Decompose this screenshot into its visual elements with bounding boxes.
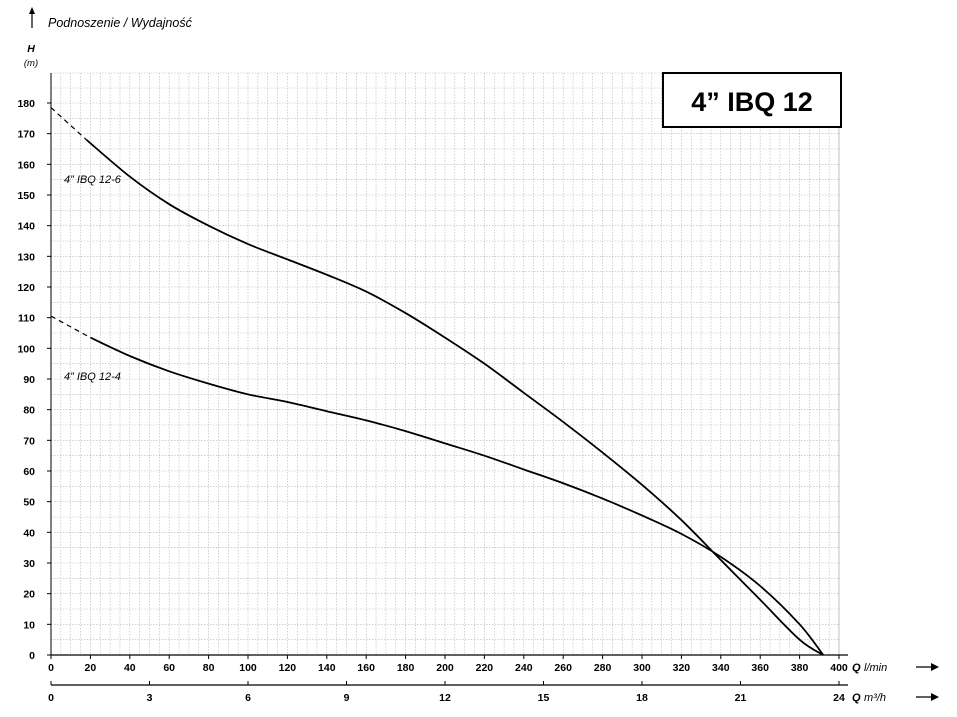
right-arrow-head-icon-2 — [931, 693, 939, 701]
x-secondary-tick-label: 24 — [833, 692, 845, 704]
x-secondary-tick-label: 15 — [538, 692, 550, 704]
series-dashed-extension-1 — [50, 315, 91, 339]
x-tick-label: 60 — [163, 662, 175, 674]
x-tick-label: 140 — [318, 662, 336, 674]
x-tick-label: 20 — [85, 662, 97, 674]
axes-layer — [47, 73, 848, 686]
series-label-0: 4” IBQ 12-6 — [64, 174, 122, 186]
x-secondary-tick-label: 12 — [439, 692, 451, 704]
x-tick-label: 360 — [751, 662, 769, 674]
x-secondary-axis-label: Q — [852, 692, 861, 704]
x-primary-axis-unit: l/min — [864, 662, 887, 674]
x-tick-label: 0 — [48, 662, 54, 674]
y-tick-label: 130 — [17, 251, 35, 263]
y-tick-label: 150 — [17, 190, 35, 202]
x-tick-label: 200 — [436, 662, 454, 674]
x-tick-label: 320 — [673, 662, 691, 674]
x-tick-label: 280 — [594, 662, 612, 674]
x-secondary-tick-label: 3 — [147, 692, 153, 704]
chart-subtitle: Podnoszenie / Wydajność — [48, 16, 193, 30]
y-tick-label: 20 — [23, 589, 35, 601]
y-tick-label: 110 — [18, 313, 35, 325]
y-tick-label: 90 — [23, 374, 35, 386]
y-tick-label: 120 — [17, 282, 35, 294]
x-tick-label: 400 — [830, 662, 848, 674]
y-tick-label: 70 — [23, 435, 35, 447]
x-secondary-tick-label: 0 — [48, 692, 54, 704]
y-tick-label: 30 — [23, 558, 35, 570]
x-tick-label: 220 — [476, 662, 494, 674]
y-tick-label: 40 — [23, 527, 35, 539]
y-tick-label: 50 — [23, 497, 35, 509]
series-dashed-extension-0 — [50, 107, 87, 141]
x-tick-label: 300 — [633, 662, 651, 674]
y-axis-label: H — [27, 43, 35, 55]
y-tick-label: 140 — [17, 221, 35, 233]
y-tick-label: 160 — [17, 159, 35, 171]
x-primary-axis-label-group: Q l/min — [852, 662, 939, 674]
x-primary-axis-label: Q — [852, 662, 861, 674]
x-tick-label: 80 — [203, 662, 215, 674]
x-secondary-tick-label: 21 — [735, 692, 747, 704]
x-secondary-axis-label-group: Q m³/h — [852, 692, 939, 704]
x-tick-label: 380 — [791, 662, 809, 674]
y-axis-unit: (m) — [24, 58, 38, 69]
x-tick-label: 100 — [239, 662, 257, 674]
x-tick-label: 340 — [712, 662, 730, 674]
x-tick-label: 160 — [357, 662, 375, 674]
x-secondary-tick-label: 9 — [344, 692, 350, 704]
series-line-0 — [85, 139, 824, 656]
x-secondary-tick-label: 18 — [636, 692, 648, 704]
up-arrow-head-icon — [29, 7, 35, 14]
y-tick-label: 180 — [17, 98, 35, 110]
y-tick-label: 80 — [23, 405, 35, 417]
x-tick-label: 260 — [554, 662, 572, 674]
labels-layer: 0102030405060708090100110120130140150160… — [17, 98, 847, 704]
series-layer — [50, 107, 824, 656]
chart-title-box: 4” IBQ 12 — [662, 72, 842, 128]
y-tick-label: 170 — [17, 129, 35, 141]
series-label-1: 4” IBQ 12-4 — [64, 371, 121, 383]
y-tick-label: 0 — [29, 650, 35, 662]
x-tick-label: 40 — [124, 662, 136, 674]
chart-title: 4” IBQ 12 — [691, 87, 813, 117]
x-tick-label: 120 — [279, 662, 297, 674]
y-tick-label: 10 — [23, 619, 35, 631]
x-tick-label: 240 — [515, 662, 533, 674]
y-tick-label: 100 — [17, 343, 35, 355]
y-tick-label: 60 — [23, 466, 35, 478]
x-secondary-tick-label: 6 — [245, 692, 251, 704]
right-arrow-head-icon — [931, 663, 939, 671]
chart-subtitle-group: Podnoszenie / Wydajność — [29, 7, 193, 30]
x-secondary-axis-unit: m³/h — [864, 692, 886, 704]
title-box-border — [662, 72, 842, 128]
grid-layer — [50, 72, 840, 656]
x-tick-label: 180 — [397, 662, 415, 674]
series-line-1 — [90, 336, 824, 656]
